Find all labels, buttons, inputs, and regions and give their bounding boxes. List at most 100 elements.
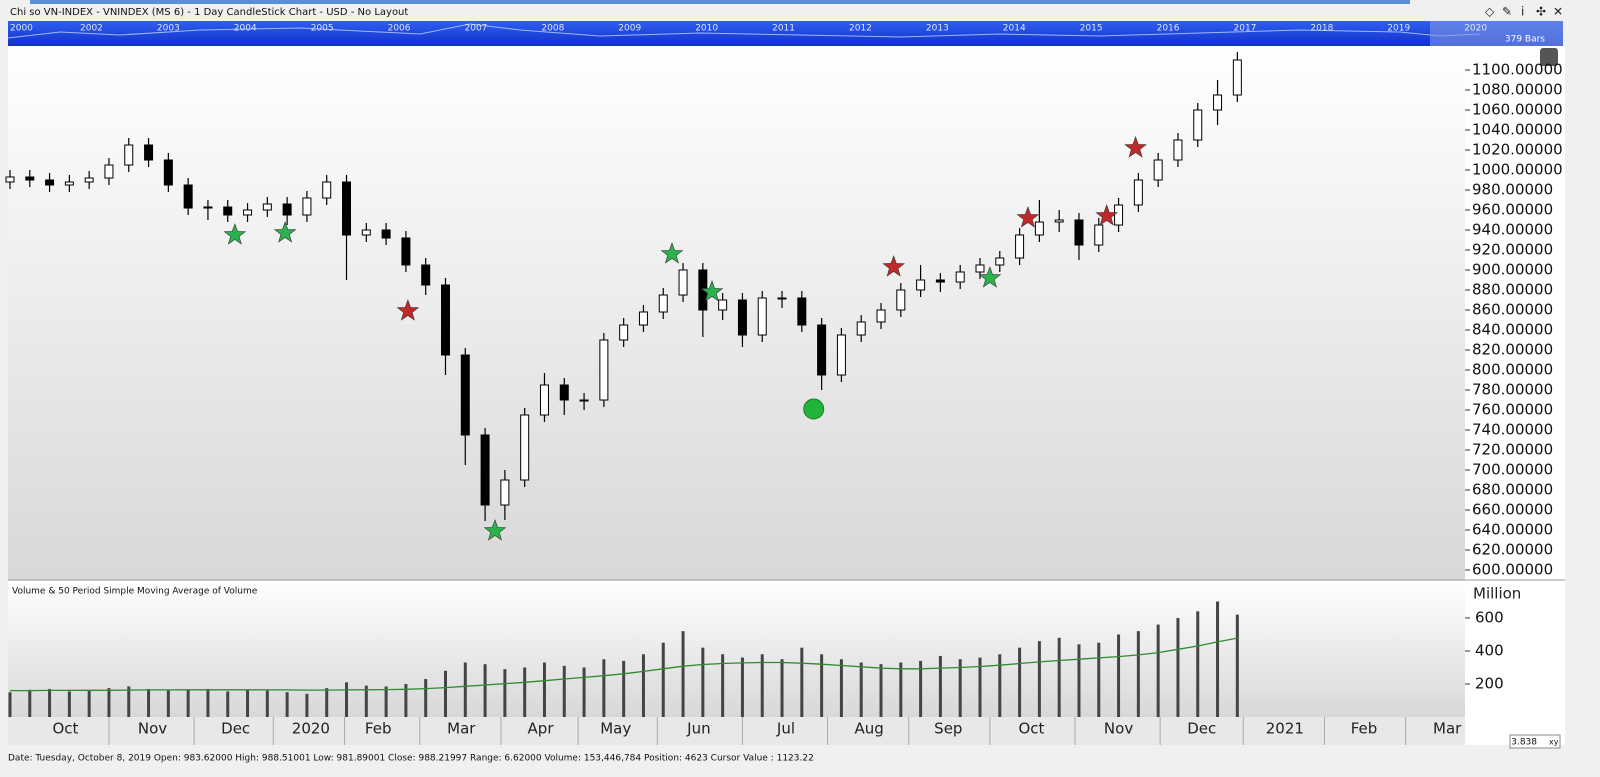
overview-window[interactable]	[1430, 21, 1563, 46]
candle-body	[777, 297, 787, 300]
candle-body	[718, 299, 728, 311]
x-tick-label: Dec	[1187, 720, 1216, 738]
candle-body	[5, 176, 15, 183]
tool-info[interactable]: i	[1521, 5, 1524, 19]
candle-body	[1034, 221, 1044, 236]
volume-bar	[226, 691, 230, 717]
volume-bar	[760, 654, 764, 717]
candle-body	[520, 414, 530, 481]
signal-star	[1124, 136, 1147, 158]
x-tick-label: Sep	[934, 720, 962, 738]
y-tick-label: 600.00000	[1472, 561, 1553, 579]
window-title: Chi so VN-INDEX - VNINDEX (MS 6) - 1 Day…	[10, 7, 408, 18]
volume-bar	[1077, 644, 1081, 717]
overview-year: 2008	[541, 24, 564, 34]
y-tick-label: 200	[1475, 674, 1504, 692]
y-tick-label: 920.00000	[1472, 241, 1553, 259]
volume-plot-bg	[8, 580, 1465, 717]
zoom-box[interactable]	[1509, 734, 1561, 749]
signal-circle	[803, 398, 825, 420]
y-tick-label: 820.00000	[1472, 341, 1553, 359]
signal-star	[396, 299, 420, 321]
volume-bar	[463, 662, 467, 717]
volume-bar	[661, 642, 665, 717]
candle-body	[1054, 219, 1064, 223]
candle-body	[302, 197, 312, 216]
volume-bar	[265, 690, 269, 717]
volume-bar	[87, 690, 91, 717]
volume-bar	[1176, 617, 1180, 717]
x-tick-label: 2021	[1266, 720, 1304, 738]
volume-bar	[1156, 624, 1160, 717]
x-tick-label: Mar	[447, 720, 476, 738]
volume-bar	[800, 647, 804, 717]
overview-year: 2016	[1157, 24, 1180, 34]
y-tick-label: 1040.00000	[1472, 121, 1563, 139]
volume-bar	[899, 662, 903, 717]
y-tick-label: 1020.00000	[1472, 141, 1563, 159]
tool-pin[interactable]: ✎	[1502, 5, 1512, 19]
volume-axis-bg	[1465, 580, 1565, 717]
signal-star	[978, 266, 1002, 288]
y-tick-label: 680.00000	[1472, 481, 1553, 499]
volume-bar	[48, 688, 52, 717]
candle-body	[440, 284, 450, 356]
volume-bar	[879, 664, 883, 717]
tool-close[interactable]: ✕	[1553, 5, 1563, 19]
signal-star	[483, 519, 507, 541]
volume-bar	[325, 688, 329, 717]
candle-body	[460, 354, 470, 436]
lock-icon[interactable]	[1540, 48, 1558, 66]
volume-bar	[523, 667, 527, 717]
toolbar[interactable]: ◇ ✎ i ✣ ✕	[1485, 5, 1563, 19]
x-tick-label: Mar	[1433, 720, 1462, 738]
volume-bar	[938, 655, 942, 717]
candle-body	[856, 321, 866, 336]
candle-body	[1094, 224, 1104, 246]
volume-bar	[780, 659, 784, 717]
candle-body	[282, 203, 292, 216]
overview-strip[interactable]	[8, 21, 1563, 46]
candle-body	[995, 257, 1005, 266]
candle-body	[599, 339, 609, 401]
tool-move[interactable]: ✣	[1536, 5, 1546, 19]
signal-star	[1095, 204, 1119, 226]
candle-body	[1213, 94, 1223, 111]
overview-year: 2004	[234, 24, 257, 34]
y-tick-label: 900.00000	[1472, 261, 1553, 279]
volume-bar	[978, 657, 982, 717]
overview-line	[7, 23, 1481, 39]
candle-body	[124, 144, 134, 166]
bars-count: 379 Bars	[1505, 35, 1545, 45]
y-tick-label: 860.00000	[1472, 301, 1553, 319]
candle-body	[84, 177, 94, 183]
candle-body	[163, 159, 173, 186]
candle-body	[203, 206, 213, 209]
y-tick-label: 400	[1475, 641, 1504, 659]
y-tick-label: 940.00000	[1472, 221, 1553, 239]
zoom-unit-icon: xy	[1549, 738, 1559, 747]
candle-body	[361, 229, 371, 236]
candle-body	[658, 294, 668, 313]
candle-body	[975, 264, 985, 273]
volume-bar	[562, 665, 566, 717]
candle-body	[64, 181, 74, 186]
volume-bar	[1196, 611, 1200, 717]
volume-bar	[958, 659, 962, 717]
candle-body	[1074, 219, 1084, 246]
overview-years: 2000 2002 2003 2004 2005 2006 2007 2008 2009 2010…	[10, 24, 1487, 34]
tool-diamond[interactable]: ◇	[1485, 5, 1495, 19]
y-tick-label: 600	[1475, 608, 1504, 626]
signal-star	[273, 221, 297, 243]
candle-body	[243, 209, 253, 216]
x-tick-label: Feb	[365, 720, 392, 738]
volume-bar	[582, 667, 586, 717]
overview-year: 2010	[695, 24, 718, 34]
volume-bar	[641, 654, 645, 717]
x-axis-bg	[8, 717, 1465, 745]
candle-body	[638, 311, 648, 326]
overview-year: 2013	[926, 24, 949, 34]
volume-bar	[602, 659, 606, 717]
volume-bar	[1117, 634, 1121, 717]
volume-bar	[483, 664, 487, 717]
